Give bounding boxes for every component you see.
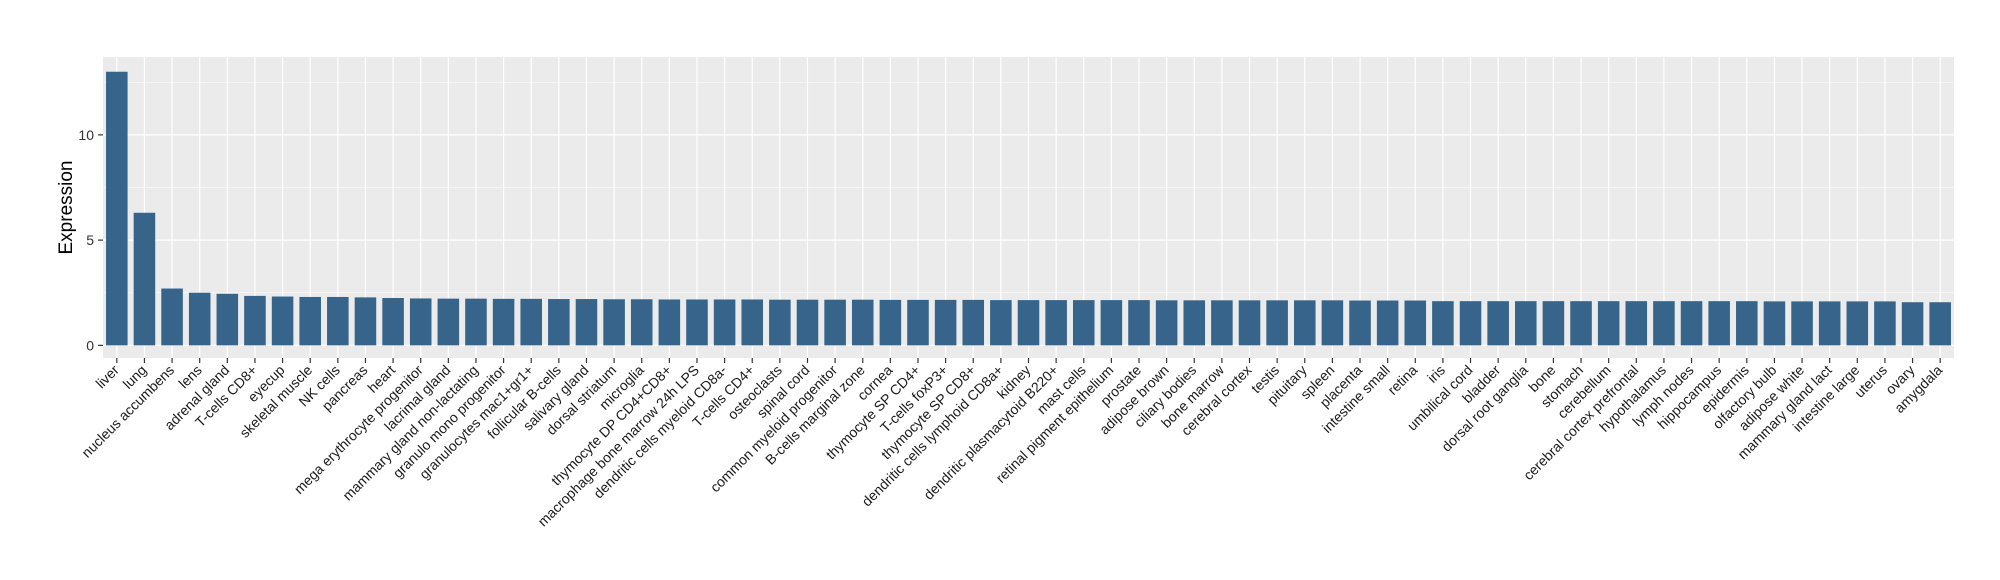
bar [1570, 301, 1592, 346]
bar [1432, 301, 1454, 346]
bar [1155, 300, 1178, 346]
bar [1266, 300, 1288, 346]
bar [1653, 301, 1675, 346]
bar [1045, 300, 1067, 346]
bars [106, 71, 1951, 346]
bar [741, 299, 764, 346]
y-axis-title: Expression [56, 161, 77, 255]
bar [824, 299, 846, 346]
bar [1293, 300, 1316, 346]
bar [1901, 302, 1924, 346]
bar [1459, 301, 1482, 346]
bar [851, 299, 874, 346]
bar [1818, 301, 1841, 346]
bar [106, 71, 128, 346]
x-tick-label: uterus [1851, 362, 1890, 401]
bar [1100, 300, 1123, 346]
bar [465, 298, 487, 346]
bar [1238, 300, 1261, 346]
bar [879, 299, 902, 346]
bar [1763, 301, 1786, 346]
bar [1542, 301, 1565, 346]
bar [990, 300, 1012, 346]
bar [796, 299, 819, 346]
bar [1321, 300, 1344, 346]
y-tick-label: 10 [78, 127, 94, 143]
bar [299, 296, 321, 346]
bar [1349, 300, 1371, 346]
y-tick-label: 0 [86, 337, 94, 353]
bar [630, 299, 653, 346]
bar [658, 299, 681, 346]
bar [271, 296, 294, 346]
bar [1183, 300, 1206, 346]
bar [1211, 300, 1233, 346]
x-tick-label: liver [92, 362, 122, 392]
bar [1625, 301, 1648, 346]
bar [409, 298, 432, 346]
bar [1680, 301, 1703, 346]
bar [1487, 301, 1509, 346]
y-axis: 0 5 10 [78, 127, 103, 353]
bar [354, 297, 377, 346]
bar [1017, 300, 1040, 346]
bar [1515, 301, 1537, 346]
bar [161, 288, 183, 346]
bar [907, 299, 929, 346]
y-tick-label: 5 [86, 232, 94, 248]
bar [603, 299, 625, 346]
bar [1929, 302, 1951, 346]
bar [1846, 301, 1869, 346]
bar [244, 295, 266, 346]
bar [713, 299, 736, 346]
bar [1404, 300, 1427, 346]
bar [548, 299, 570, 346]
bar [575, 299, 598, 346]
bar [769, 299, 791, 346]
bar [437, 298, 460, 346]
x-tick-label: retina [1384, 362, 1420, 398]
bar [1791, 301, 1813, 346]
bar [382, 298, 404, 346]
bar [686, 299, 708, 346]
bar [520, 298, 542, 346]
bar [1874, 301, 1896, 346]
bar [327, 296, 349, 346]
bar [1708, 301, 1730, 346]
bar [934, 299, 957, 346]
bar [1376, 300, 1399, 346]
bar [1736, 301, 1758, 346]
bar [188, 292, 211, 346]
bar [216, 293, 239, 346]
bar [962, 299, 985, 346]
bar [133, 212, 156, 346]
bar [1128, 300, 1150, 346]
bar [492, 298, 515, 346]
bar [1597, 301, 1620, 346]
bar [1072, 300, 1095, 346]
